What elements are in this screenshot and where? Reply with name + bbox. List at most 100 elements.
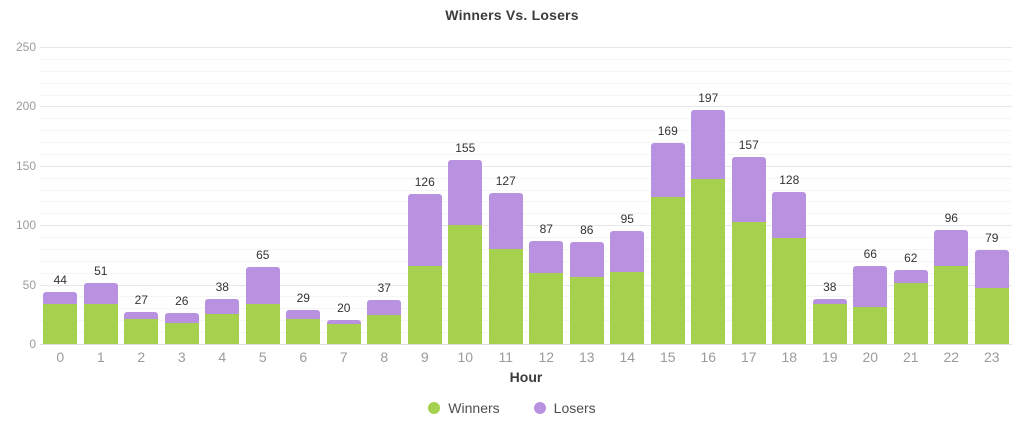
bar-total-label: 95 xyxy=(620,212,634,227)
x-axis-tick-label: 21 xyxy=(902,349,919,365)
y-axis-tick-label: 50 xyxy=(22,277,36,292)
minor-gridline xyxy=(40,332,1012,334)
losers-bar-segment xyxy=(407,194,442,266)
winners-bar-segment xyxy=(43,303,78,344)
losers-bar-segment xyxy=(691,109,726,179)
bar-total-label: 37 xyxy=(377,281,391,296)
legend-label: Losers xyxy=(553,400,596,416)
x-axis-title: Hour xyxy=(509,369,543,385)
winners-bar-segment xyxy=(245,303,280,344)
losers-bar-segment xyxy=(893,270,928,284)
winners-bar-segment xyxy=(974,288,1009,344)
minor-gridline xyxy=(40,308,1012,310)
winners-bar-segment xyxy=(164,322,199,344)
x-axis-tick-label: 16 xyxy=(700,349,717,365)
bar-total-label: 65 xyxy=(256,247,270,262)
losers-bar-segment xyxy=(124,311,159,320)
bar-total-label: 38 xyxy=(215,279,229,294)
legend-item-losers[interactable]: Losers xyxy=(533,400,596,416)
losers-bar-segment xyxy=(569,241,604,278)
bar-total-label: 20 xyxy=(337,301,351,316)
bar-total-label: 197 xyxy=(698,90,719,105)
legend-label: Winners xyxy=(448,400,500,416)
winners-bar-segment xyxy=(731,221,766,344)
losers-bar-segment xyxy=(650,143,685,197)
major-gridline xyxy=(40,47,1012,48)
x-axis-tick-label: 3 xyxy=(177,349,186,365)
minor-gridline xyxy=(40,189,1012,191)
bar-total-label: 38 xyxy=(823,279,837,294)
minor-gridline xyxy=(40,130,1012,132)
winners-bar-segment xyxy=(205,314,240,344)
losers-bar-segment xyxy=(367,300,402,316)
minor-gridline xyxy=(40,248,1012,250)
minor-gridline xyxy=(40,82,1012,84)
winners-bar-segment xyxy=(286,319,321,344)
winners-bar-segment xyxy=(326,323,361,344)
y-axis-tick-label: 250 xyxy=(15,40,36,54)
losers-bar-segment xyxy=(772,191,807,239)
x-axis-tick-label: 5 xyxy=(258,349,267,365)
x-axis-tick-label: 22 xyxy=(943,349,960,365)
bar-total-label: 79 xyxy=(985,231,999,246)
bar-total-label: 29 xyxy=(296,290,310,305)
x-axis-tick-label: 13 xyxy=(578,349,595,365)
x-axis-tick-label: 23 xyxy=(983,349,1000,365)
x-axis-tick-label: 4 xyxy=(218,349,227,365)
x-axis-tick-label: 12 xyxy=(538,349,555,365)
y-axis-tick-label: 200 xyxy=(15,99,36,114)
x-axis-tick-label: 8 xyxy=(380,349,389,365)
losers-bar-segment xyxy=(164,313,199,323)
bar-total-label: 155 xyxy=(455,140,476,155)
major-gridline xyxy=(40,284,1012,286)
x-axis-tick-label: 2 xyxy=(137,349,146,365)
bar-total-label: 44 xyxy=(53,272,67,287)
losers-bar-segment xyxy=(448,159,483,226)
bar-total-label: 62 xyxy=(904,251,918,266)
chart-title: Winners Vs. Losers xyxy=(445,7,579,23)
bar-total-label: 96 xyxy=(944,210,958,225)
bar-total-label: 26 xyxy=(175,294,189,309)
bar-total-label: 169 xyxy=(657,124,678,139)
losers-bar-segment xyxy=(529,240,564,273)
x-axis-tick-label: 11 xyxy=(498,349,514,365)
x-axis-tick-label: 18 xyxy=(781,349,798,365)
losers-bar-segment xyxy=(853,265,888,308)
bar-total-label: 157 xyxy=(738,138,759,153)
minor-gridline xyxy=(40,153,1012,155)
bar-total-label: 86 xyxy=(580,222,594,237)
winners-bar-segment xyxy=(650,196,685,344)
bar-total-label: 51 xyxy=(94,264,108,279)
minor-gridline xyxy=(40,296,1012,298)
winners-legend-dot-icon xyxy=(428,402,441,414)
minor-gridline xyxy=(40,260,1012,262)
bar-total-label: 128 xyxy=(779,172,800,187)
major-gridline xyxy=(40,344,1012,345)
winners-bar-segment xyxy=(367,315,402,344)
minor-gridline xyxy=(40,58,1012,60)
minor-gridline xyxy=(40,142,1012,144)
winners-bar-segment xyxy=(569,277,604,344)
losers-bar-segment xyxy=(731,157,766,222)
minor-gridline xyxy=(40,320,1012,322)
x-axis-tick-label: 15 xyxy=(659,349,676,365)
chart-legend: Winners Losers xyxy=(0,400,1024,416)
x-axis-tick-label: 19 xyxy=(821,349,838,365)
x-axis-tick-label: 20 xyxy=(862,349,879,365)
losers-bar-segment xyxy=(812,298,847,304)
minor-gridline xyxy=(40,177,1012,179)
winners-bar-segment xyxy=(893,283,928,344)
x-axis-tick-label: 6 xyxy=(299,349,308,365)
winners-bar-segment xyxy=(610,271,645,344)
winners-bar-segment xyxy=(83,303,118,344)
legend-item-winners[interactable]: Winners xyxy=(428,400,500,416)
minor-gridline xyxy=(40,118,1012,120)
losers-bar-segment xyxy=(326,320,361,324)
losers-bar-segment xyxy=(205,298,240,315)
bar-total-label: 127 xyxy=(495,174,516,189)
minor-gridline xyxy=(40,94,1012,96)
x-axis-tick-label: 9 xyxy=(420,349,429,365)
winners-bar-segment xyxy=(772,238,807,344)
minor-gridline xyxy=(40,213,1012,215)
